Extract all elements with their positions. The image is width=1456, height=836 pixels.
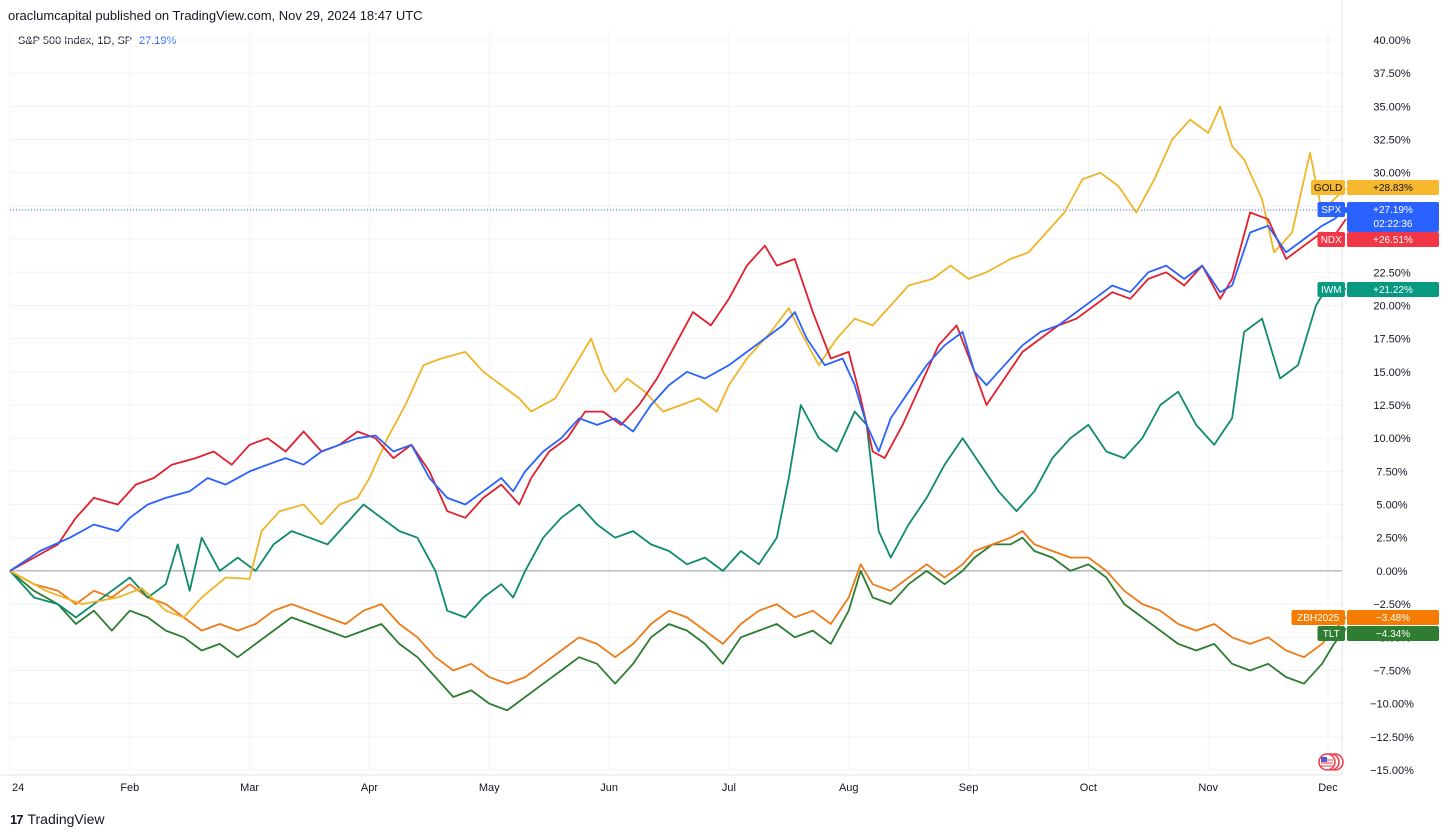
y-tick-label: 30.00% [1373,168,1411,180]
series-tag-value: +21.22% [1373,285,1413,296]
legend-value: 27.19% [139,35,177,47]
x-tick-label: Mar [240,782,259,794]
brand-name: TradingView [27,811,105,827]
series-tag-value: −4.34% [1376,629,1410,640]
series-tag-name: TLT [1323,629,1340,640]
series-tag-value-bg [1347,232,1439,247]
y-tick-label: 12.50% [1373,400,1411,412]
tradingview-brand[interactable]: 17 TradingView [10,811,105,827]
y-tick-label: −2.50% [1373,599,1411,611]
series-tag-value-bg [1347,610,1439,625]
series-tag-value: −3.48% [1376,613,1410,624]
y-tick-label: −7.50% [1373,665,1411,677]
series-tag-name: NDX [1321,235,1342,246]
series-tag-name: IWM [1321,285,1342,296]
series-line-tlt[interactable] [9,536,1347,712]
series-tag-value-bg [1347,180,1439,195]
series-line-zbh2025[interactable] [9,530,1347,685]
y-tick-label: 5.00% [1376,500,1407,512]
series-line-ndx[interactable] [9,211,1347,572]
y-tick-label: 32.50% [1373,135,1411,147]
y-tick-label: 20.00% [1373,300,1411,312]
series-tag-value: +26.51% [1373,235,1413,246]
tradingview-logo-icon: 17 [10,811,24,827]
x-tick-label: Nov [1198,782,1218,794]
series-tag-name-bg [1317,282,1345,297]
series-tag-name-bg [1317,202,1345,217]
x-tick-label: Aug [839,782,859,794]
y-tick-label: 17.50% [1373,334,1411,346]
legend-title: S&P 500 Index, 1D, SP [18,35,132,47]
series-tag-value: +27.19% [1373,205,1413,216]
y-tick-label: −10.00% [1370,699,1414,711]
y-tick-label: 2.50% [1376,533,1407,545]
x-tick-label: Jun [600,782,618,794]
x-tick-label: Jul [722,782,736,794]
x-tick-label: May [479,782,500,794]
series-tag-countdown: 02:22:36 [1374,219,1413,230]
series-line-spx[interactable] [9,209,1347,572]
x-tick-label: Oct [1080,782,1097,794]
x-tick-label: 24 [12,782,24,794]
series-line-gold[interactable] [9,105,1347,619]
series-tag-name-bg [1311,180,1345,195]
series-tag-name-bg [1317,626,1345,641]
series-tag-name: GOLD [1314,183,1342,194]
y-tick-label: 15.00% [1373,367,1411,379]
y-tick-label: 40.00% [1373,35,1411,47]
series-tag-name-bg [1317,232,1345,247]
x-tick-label: Sep [959,782,979,794]
y-tick-label: −15.00% [1370,765,1414,777]
publish-attribution: oraclumcapital published on TradingView.… [8,8,423,23]
series-tag-value-bg [1347,282,1439,297]
y-tick-label: −12.50% [1370,732,1414,744]
y-tick-label: 0.00% [1376,566,1407,578]
y-tick-label: 7.50% [1376,466,1407,478]
series-tag-value-bg [1347,202,1439,232]
series-tag-name: SPX [1321,205,1341,216]
series-tag-name-bg [1291,610,1345,625]
series-tag-value-bg [1347,626,1439,641]
x-tick-label: Apr [361,782,378,794]
x-tick-label: Feb [120,782,139,794]
series-line-iwm[interactable] [9,284,1347,619]
y-tick-label: 22.50% [1373,267,1411,279]
chart-legend[interactable]: S&P 500 Index, 1D, SP 27.19% [18,35,176,47]
y-tick-label: 10.00% [1373,433,1411,445]
y-tick-label: 37.50% [1373,68,1411,80]
y-tick-label: 35.00% [1373,101,1411,113]
series-tag-value: +28.83% [1373,183,1413,194]
x-tick-label: Dec [1318,782,1338,794]
series-tag-name: ZBH2025 [1297,613,1340,624]
